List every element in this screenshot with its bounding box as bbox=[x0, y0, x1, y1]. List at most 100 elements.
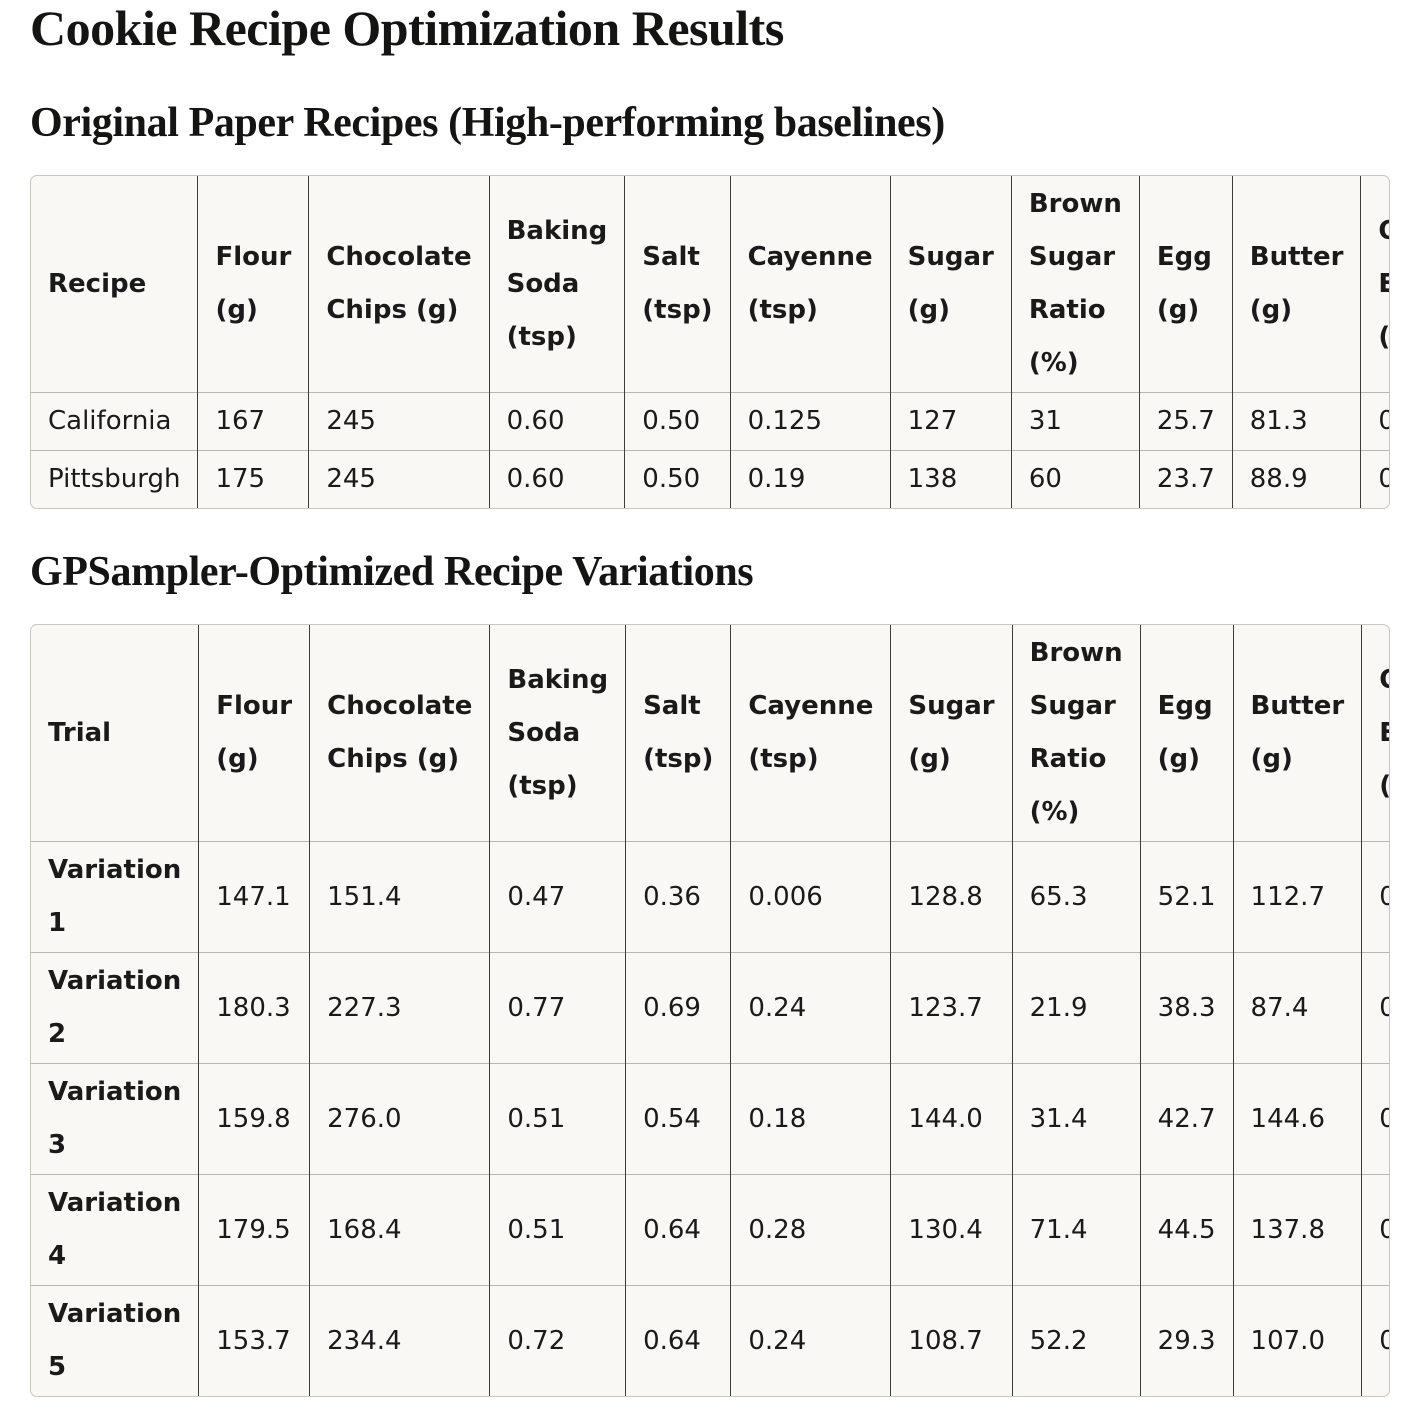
cell: 151.4 bbox=[309, 841, 490, 953]
cell: 179.5 bbox=[198, 1174, 310, 1286]
cell: 0.51 bbox=[489, 1174, 626, 1286]
column-header: Sugar (g) bbox=[889, 176, 1012, 393]
cell: 0.18 bbox=[730, 1063, 891, 1175]
column-header: Baking Soda (tsp) bbox=[488, 176, 625, 393]
column-header: Flour (g) bbox=[197, 176, 309, 393]
cell: 52.2 bbox=[1011, 1285, 1141, 1396]
table-row: Variation 2 180.3 227.3 0.77 0.69 0.24 123.7 21… bbox=[31, 952, 1389, 1064]
variation-table: Trial Flour (g) Chocolate Chips (g) Baking … bbox=[31, 625, 1389, 1396]
cell: 123.7 bbox=[890, 952, 1013, 1064]
cell: 245 bbox=[308, 392, 490, 451]
row-label: Pittsburgh bbox=[31, 450, 198, 508]
row-label: Variation 4 bbox=[31, 1174, 199, 1286]
cell: 0.60 bbox=[488, 392, 625, 451]
cell: 0.00 bbox=[1360, 450, 1389, 508]
cell: 159.8 bbox=[198, 1063, 310, 1175]
cell: 0.006 bbox=[730, 841, 891, 953]
cell: 138 bbox=[889, 450, 1012, 508]
column-header: Oran Extr (tsp) bbox=[1361, 625, 1389, 842]
cell: 0.50 bbox=[624, 392, 731, 451]
table-container: Recipe Flour (g) Chocolate Chips (g) Baking… bbox=[30, 175, 1390, 509]
cell: 0.24 bbox=[730, 1285, 891, 1396]
cell: 60 bbox=[1010, 450, 1140, 508]
column-header: Brown Sugar Ratio (%) bbox=[1010, 176, 1140, 393]
cell: 168.4 bbox=[309, 1174, 490, 1286]
cell: 234.4 bbox=[309, 1285, 490, 1396]
cell: 0.54 bbox=[625, 1063, 731, 1175]
cell: 0.24 bbox=[730, 952, 891, 1064]
header-row: Trial Flour (g) Chocolate Chips (g) Baking … bbox=[31, 625, 1389, 842]
cell: 0.72 bbox=[489, 1285, 626, 1396]
cell: 0.21 bbox=[1361, 841, 1389, 953]
cell: 42.7 bbox=[1139, 1063, 1234, 1175]
cell: 108.7 bbox=[890, 1285, 1013, 1396]
column-header: Salt (tsp) bbox=[625, 625, 731, 842]
cell: 0.05 bbox=[1361, 1285, 1389, 1396]
cell: 0.21 bbox=[1361, 1063, 1389, 1175]
cell: 144.0 bbox=[890, 1063, 1013, 1175]
table-row: California 167 245 0.60 0.50 0.125 127 31 25.7 81… bbox=[31, 392, 1389, 451]
row-label: California bbox=[31, 392, 198, 451]
cell: 175 bbox=[197, 450, 309, 508]
cell: 71.4 bbox=[1011, 1174, 1141, 1286]
cell: 0.64 bbox=[625, 1285, 731, 1396]
column-header: Cayenne (tsp) bbox=[730, 625, 891, 842]
section-heading: GPSampler-Optimized Recipe Variations bbox=[30, 549, 754, 595]
cell: 87.4 bbox=[1232, 952, 1362, 1064]
cell: 180.3 bbox=[198, 952, 310, 1064]
cell: 112.7 bbox=[1232, 841, 1362, 953]
section-heading: Original Paper Recipes (High-performing … bbox=[30, 100, 945, 146]
column-header: Chocolate Chips (g) bbox=[309, 625, 490, 842]
cell: 0.36 bbox=[625, 841, 731, 953]
cell: 23.7 bbox=[1138, 450, 1233, 508]
column-header: Baking Soda (tsp) bbox=[489, 625, 626, 842]
cell: 227.3 bbox=[309, 952, 490, 1064]
column-header: Oran Extr (tsp bbox=[1360, 176, 1389, 393]
column-header: Flour (g) bbox=[198, 625, 310, 842]
table-row: Variation 4 179.5 168.4 0.51 0.64 0.28 130.4 71… bbox=[31, 1174, 1389, 1286]
cell: 128.8 bbox=[890, 841, 1013, 953]
cell: 0.77 bbox=[489, 952, 626, 1064]
cell: 65.3 bbox=[1011, 841, 1141, 953]
cell: 21.9 bbox=[1011, 952, 1141, 1064]
table-row: Variation 5 153.7 234.4 0.72 0.64 0.24 108.7 52… bbox=[31, 1285, 1389, 1396]
column-header: Trial bbox=[48, 717, 112, 748]
cell: 0.47 bbox=[489, 841, 626, 953]
table-container: Trial Flour (g) Chocolate Chips (g) Baking … bbox=[30, 624, 1390, 1397]
cell: 0.125 bbox=[729, 392, 891, 451]
cell: 81.3 bbox=[1231, 392, 1361, 451]
column-header: Recipe bbox=[48, 268, 147, 299]
cell: 0.50 bbox=[624, 450, 731, 508]
cell: 127 bbox=[889, 392, 1012, 451]
row-label: Variation 1 bbox=[31, 841, 199, 953]
cell: 153.7 bbox=[198, 1285, 310, 1396]
column-header: Egg (g) bbox=[1139, 625, 1234, 842]
cell: 88.9 bbox=[1231, 450, 1361, 508]
recipe-table: Recipe Flour (g) Chocolate Chips (g) Baking… bbox=[31, 176, 1389, 508]
cell: 137.8 bbox=[1232, 1174, 1362, 1286]
cell: 25.7 bbox=[1138, 392, 1233, 451]
cell: 31.4 bbox=[1011, 1063, 1141, 1175]
cell: 0.24 bbox=[1361, 1174, 1389, 1286]
column-header: Brown Sugar Ratio (%) bbox=[1011, 625, 1141, 842]
cell: 107.0 bbox=[1232, 1285, 1362, 1396]
column-header: Egg (g) bbox=[1138, 176, 1233, 393]
cell: 44.5 bbox=[1139, 1174, 1234, 1286]
column-header: Butter (g) bbox=[1231, 176, 1361, 393]
column-header: Sugar (g) bbox=[890, 625, 1013, 842]
cell: 0.64 bbox=[625, 1174, 731, 1286]
cell: 245 bbox=[308, 450, 490, 508]
cell: 144.6 bbox=[1232, 1063, 1362, 1175]
cell: 130.4 bbox=[890, 1174, 1013, 1286]
cell: 31 bbox=[1010, 392, 1140, 451]
cell: 167 bbox=[197, 392, 309, 451]
cell: 52.1 bbox=[1139, 841, 1234, 953]
table-row: Variation 1 147.1 151.4 0.47 0.36 0.006 128.8 6… bbox=[31, 841, 1389, 953]
column-header: Chocolate Chips (g) bbox=[308, 176, 490, 393]
cell: 0.51 bbox=[489, 1063, 626, 1175]
page-title: Cookie Recipe Optimization Results bbox=[30, 0, 784, 56]
cell: 0.28 bbox=[730, 1174, 891, 1286]
cell: 0.19 bbox=[729, 450, 891, 508]
cell: 276.0 bbox=[309, 1063, 490, 1175]
